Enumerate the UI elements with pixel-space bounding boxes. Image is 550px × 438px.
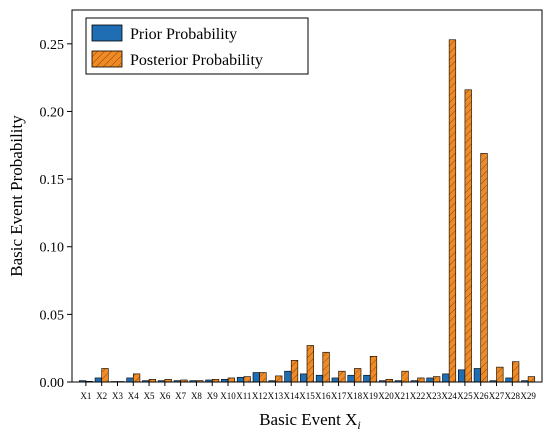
bars-group <box>78 39 536 383</box>
x-axis-ticks: X1 X2 X3 X4 X5 X6 X7 X8 X9 X10 X11 X12 X13 X14 X15 X16 X… <box>80 382 536 401</box>
x-tick-label: X20 <box>378 391 394 401</box>
bar-posterior-X13 <box>275 375 283 383</box>
legend: Prior Probability Posterior Probability <box>85 17 309 75</box>
y-tick-label: 0.20 <box>40 105 65 120</box>
bar-posterior-X24 <box>448 39 457 383</box>
bar-posterior-X21 <box>401 370 409 383</box>
x-tick-label: X17 <box>331 391 347 401</box>
x-tick-label: X19 <box>362 391 378 401</box>
bar-prior-X26 <box>473 368 482 383</box>
x-tick-label: X7 <box>175 391 186 401</box>
bar-prior-X12 <box>252 372 260 383</box>
x-tick-label: X15 <box>299 391 315 401</box>
x-tick-label: X27 <box>489 391 505 401</box>
bar-posterior-X14 <box>290 360 299 383</box>
bar-posterior-X15 <box>306 345 314 383</box>
x-tick-label: X14 <box>283 391 299 401</box>
y-tick-label: 0.25 <box>40 38 65 53</box>
x-tick-label: X16 <box>315 391 331 401</box>
bar-prior-X28 <box>505 377 513 383</box>
bar-prior-X16 <box>315 374 324 383</box>
bar-posterior-X11 <box>243 376 251 383</box>
bar-posterior-X23 <box>433 376 441 383</box>
x-tick-label: X26 <box>473 391 489 401</box>
bar-prior-X18 <box>347 374 355 383</box>
x-tick-label: X11 <box>236 391 251 401</box>
x-tick-label: X12 <box>252 391 268 401</box>
x-tick-label: X23 <box>426 391 442 401</box>
y-tick-label: 0.10 <box>40 241 65 256</box>
y-tick-label: 0.00 <box>40 376 65 391</box>
bar-posterior-X16 <box>322 351 330 383</box>
x-tick-label: X6 <box>159 391 170 401</box>
bar-posterior-X26 <box>480 153 488 383</box>
x-tick-label: X28 <box>505 391 521 401</box>
bar-prior-X25 <box>457 369 466 383</box>
x-tick-label: X1 <box>80 391 91 401</box>
x-tick-label: X8 <box>191 391 202 401</box>
bar-posterior-X22 <box>417 377 425 383</box>
bar-posterior-X4 <box>132 373 141 383</box>
bar-posterior-X27 <box>496 366 504 383</box>
bar-posterior-X25 <box>464 89 472 383</box>
bar-posterior-X28 <box>512 361 520 383</box>
x-tick-label: X18 <box>347 391 363 401</box>
bar-prior-X14 <box>284 370 292 383</box>
x-tick-label: X4 <box>128 391 139 401</box>
x-tick-label: X9 <box>207 391 218 401</box>
bar-prior-X19 <box>363 374 371 383</box>
x-tick-label: X25 <box>457 391 473 401</box>
x-tick-label: X3 <box>112 391 123 401</box>
plot-frame <box>71 9 543 383</box>
legend-box <box>85 17 309 75</box>
x-tick-label: X29 <box>520 391 536 401</box>
y-axis-ticks: 0.00 0.05 0.10 0.15 0.20 0.25 <box>40 38 72 391</box>
bar-prior-X24 <box>442 373 450 383</box>
x-tick-label: X24 <box>441 391 457 401</box>
legend-swatch-posterior <box>91 50 123 68</box>
x-tick-label: X10 <box>220 391 236 401</box>
y-tick-label: 0.15 <box>40 173 65 188</box>
y-tick-label: 0.05 <box>40 308 65 323</box>
bar-prior-X2 <box>94 377 102 383</box>
bar-posterior-X17 <box>338 370 346 383</box>
bar-posterior-X19 <box>369 355 378 383</box>
x-tick-label: X13 <box>268 391 284 401</box>
x-tick-label: X5 <box>144 391 155 401</box>
bar-posterior-X10 <box>227 377 235 383</box>
x-tick-label: X22 <box>410 391 426 401</box>
bar-prior-X15 <box>300 373 308 383</box>
bar-prior-X17 <box>331 377 339 383</box>
x-axis-title: Basic Event Xi <box>259 410 361 432</box>
x-axis-title-subscript: i <box>357 418 360 432</box>
bar-prior-X23 <box>426 377 434 383</box>
bar-posterior-X18 <box>354 368 362 383</box>
bar-posterior-X2 <box>101 368 109 383</box>
x-axis-title-main: Basic Event X <box>259 410 357 429</box>
legend-label-posterior: Posterior Probability <box>130 52 263 69</box>
bar-prior-X4 <box>126 377 134 383</box>
legend-swatch-prior <box>91 24 123 42</box>
bar-posterior-X12 <box>259 372 267 383</box>
x-tick-label: X21 <box>394 391 410 401</box>
bar-prior-X11 <box>236 376 245 383</box>
y-axis-title: Basic Event Probability <box>7 115 26 277</box>
bar-posterior-X29 <box>527 376 536 383</box>
x-tick-label: X2 <box>96 391 107 401</box>
legend-label-prior: Prior Probability <box>130 26 237 43</box>
